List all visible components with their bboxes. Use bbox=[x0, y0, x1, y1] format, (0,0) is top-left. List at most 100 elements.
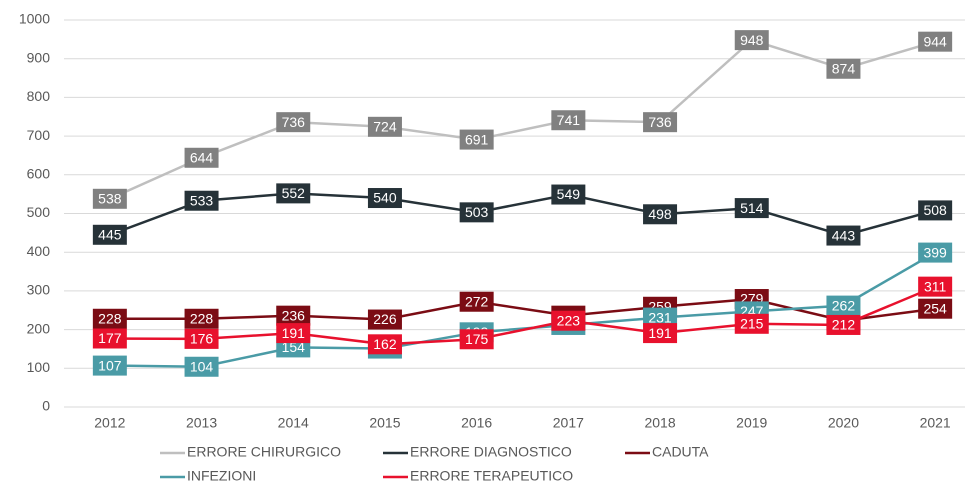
data-label: 262 bbox=[832, 297, 856, 313]
data-label: 514 bbox=[740, 200, 764, 216]
data-label: 104 bbox=[190, 358, 214, 374]
y-tick-label: 900 bbox=[27, 49, 51, 65]
data-label-box bbox=[184, 147, 219, 168]
data-label-box bbox=[918, 276, 953, 297]
series-line bbox=[109, 297, 936, 322]
data-label-box bbox=[276, 305, 311, 326]
data-label: 191 bbox=[282, 325, 306, 341]
x-tick-label: 2013 bbox=[186, 415, 217, 431]
y-tick-label: 600 bbox=[27, 166, 51, 182]
y-tick-label: 1000 bbox=[19, 11, 50, 27]
data-label-box bbox=[276, 112, 311, 133]
data-label: 691 bbox=[465, 131, 489, 147]
data-label-box bbox=[734, 198, 769, 219]
data-label: 215 bbox=[740, 315, 764, 331]
data-label-box bbox=[92, 308, 127, 329]
legend-label: ERRORE DIAGNOSTICO bbox=[410, 444, 572, 460]
data-label: 177 bbox=[98, 330, 122, 346]
data-label-box bbox=[367, 334, 402, 355]
data-label-box bbox=[918, 31, 953, 52]
legend-label: ERRORE CHIRURGICO bbox=[187, 444, 341, 460]
data-label: 176 bbox=[190, 331, 214, 347]
data-label-box bbox=[276, 323, 311, 344]
data-label: 191 bbox=[648, 325, 672, 341]
data-label: 549 bbox=[557, 186, 581, 202]
x-tick-label: 2016 bbox=[461, 415, 492, 431]
data-label: 228 bbox=[190, 310, 214, 326]
y-tick-label: 700 bbox=[27, 127, 51, 143]
series-line bbox=[109, 192, 936, 237]
series-line bbox=[109, 251, 936, 369]
x-tick-label: 2012 bbox=[94, 415, 125, 431]
data-label: 226 bbox=[373, 311, 397, 327]
data-label-box bbox=[184, 308, 219, 329]
data-label-box bbox=[826, 295, 861, 316]
y-tick-label: 500 bbox=[27, 204, 51, 220]
data-label: 552 bbox=[282, 185, 306, 201]
data-label-box bbox=[92, 328, 127, 349]
data-label-box bbox=[643, 112, 678, 133]
data-label-box bbox=[92, 355, 127, 376]
y-tick-label: 800 bbox=[27, 88, 51, 104]
x-tick-label: 2014 bbox=[278, 415, 309, 431]
data-label-box bbox=[92, 224, 127, 245]
data-label: 508 bbox=[923, 202, 947, 218]
x-tick-label: 2019 bbox=[736, 415, 767, 431]
data-label: 399 bbox=[923, 244, 947, 260]
data-label: 443 bbox=[832, 227, 856, 243]
data-label-box bbox=[826, 314, 861, 335]
data-label: 254 bbox=[923, 300, 947, 316]
legend-label: CADUTA bbox=[652, 444, 709, 460]
data-label-box bbox=[276, 183, 311, 204]
data-label-box bbox=[551, 110, 586, 131]
data-label: 445 bbox=[98, 226, 122, 242]
series-line bbox=[109, 285, 936, 346]
data-label: 540 bbox=[373, 190, 397, 206]
data-label-box bbox=[643, 307, 678, 328]
legend-label: INFEZIONI bbox=[187, 468, 256, 484]
data-label: 154 bbox=[282, 339, 306, 355]
x-tick-label: 2018 bbox=[644, 415, 675, 431]
data-label: 503 bbox=[465, 204, 489, 220]
data-label: 874 bbox=[832, 60, 856, 76]
data-label: 228 bbox=[98, 310, 122, 326]
data-label-box bbox=[367, 188, 402, 209]
legend-label: ERRORE TERAPEUTICO bbox=[410, 468, 573, 484]
data-label-box bbox=[918, 242, 953, 263]
series-line bbox=[109, 38, 936, 200]
data-label: 724 bbox=[373, 119, 397, 135]
data-label: 236 bbox=[282, 307, 306, 323]
data-label-box bbox=[459, 291, 494, 312]
y-tick-label: 200 bbox=[27, 320, 51, 336]
data-label-box bbox=[734, 30, 769, 51]
data-label-box bbox=[459, 129, 494, 150]
data-label: 212 bbox=[832, 317, 856, 333]
data-label: 272 bbox=[465, 293, 489, 309]
x-tick-label: 2015 bbox=[369, 415, 400, 431]
data-label-box bbox=[92, 188, 127, 209]
data-label-box bbox=[918, 200, 953, 221]
data-label-box bbox=[826, 225, 861, 246]
data-label: 175 bbox=[465, 331, 489, 347]
data-label: 533 bbox=[190, 192, 214, 208]
data-label: 231 bbox=[648, 309, 672, 325]
data-label: 741 bbox=[557, 112, 581, 128]
data-label: 107 bbox=[98, 357, 122, 373]
data-label: 736 bbox=[648, 114, 672, 130]
data-label: 223 bbox=[557, 312, 581, 328]
data-label: 311 bbox=[924, 278, 947, 294]
x-tick-label: 2017 bbox=[553, 415, 584, 431]
data-label: 162 bbox=[373, 336, 397, 352]
data-label-box bbox=[459, 202, 494, 223]
data-label-box bbox=[367, 309, 402, 330]
data-label-box bbox=[184, 190, 219, 211]
data-label-box bbox=[184, 356, 219, 377]
data-label-box bbox=[734, 313, 769, 334]
data-label-box bbox=[184, 328, 219, 349]
data-label-box bbox=[367, 116, 402, 137]
data-label-box bbox=[551, 310, 586, 331]
data-label-box bbox=[643, 323, 678, 344]
y-tick-label: 400 bbox=[27, 243, 51, 259]
y-tick-label: 100 bbox=[27, 359, 51, 375]
y-tick-label: 300 bbox=[27, 282, 51, 298]
